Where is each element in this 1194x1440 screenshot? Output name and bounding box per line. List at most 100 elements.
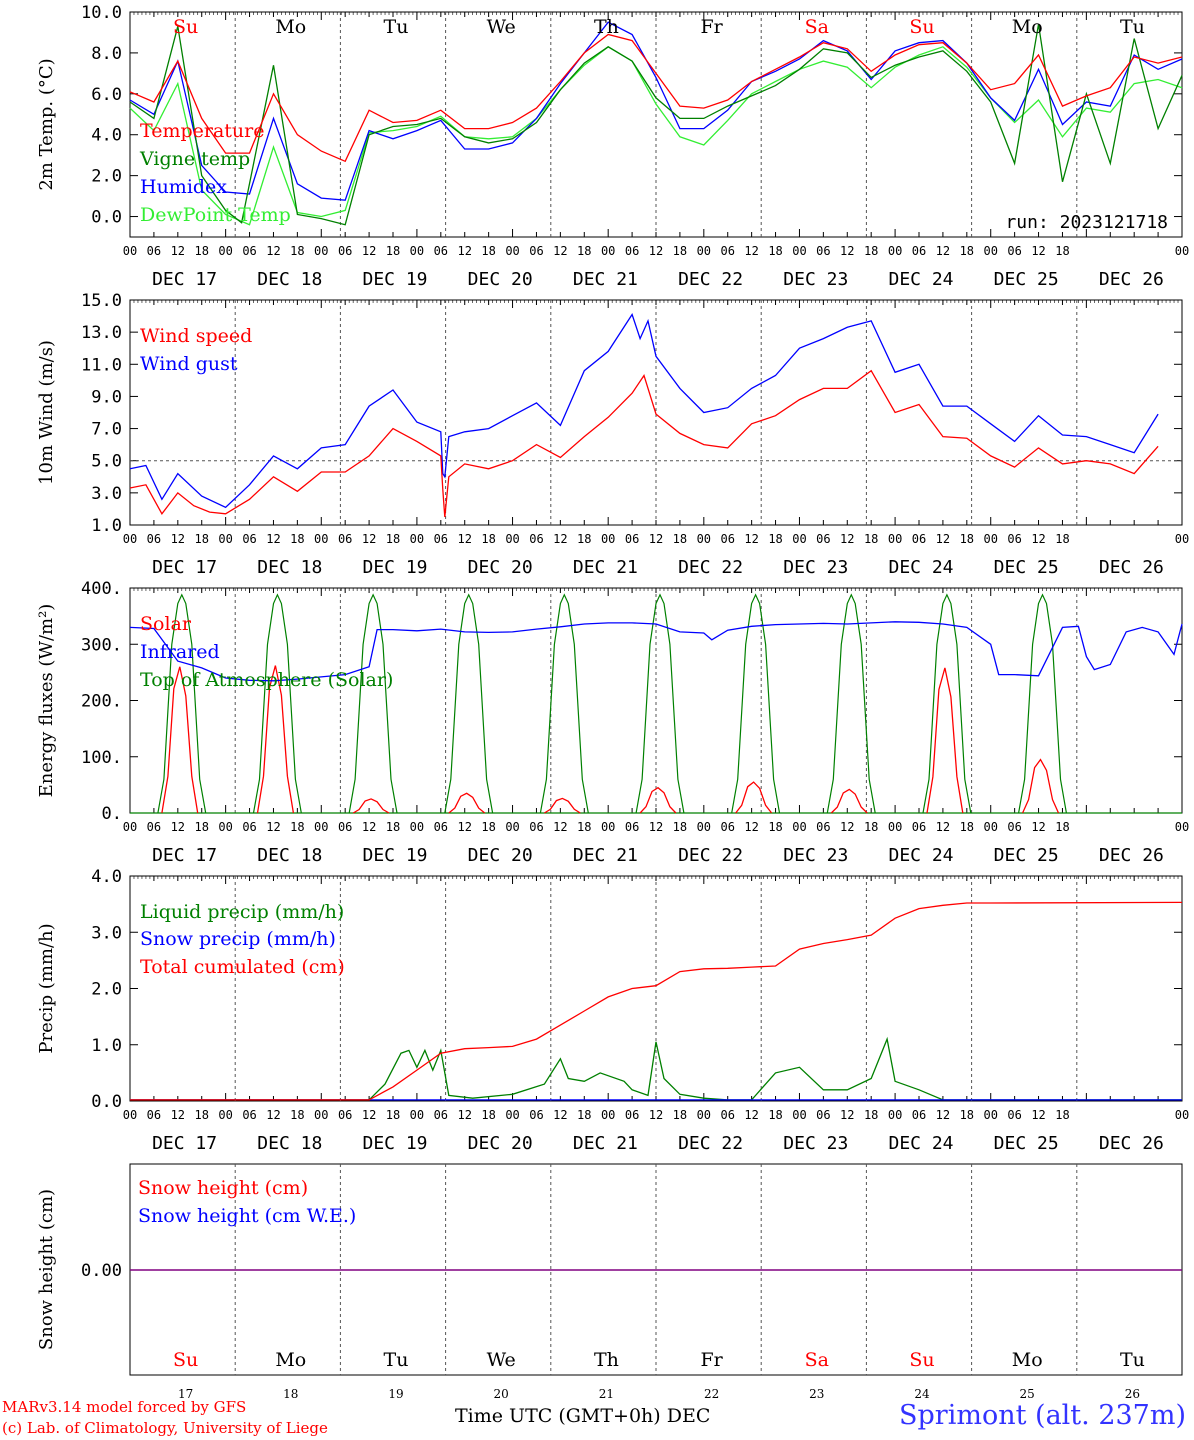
hour-tick-label: 18: [673, 820, 687, 834]
hour-tick-label: 00: [314, 532, 328, 546]
x-axis-title-text: Time UTC (GMT+0h): [455, 1405, 661, 1427]
hour-tick-label: 18: [577, 244, 591, 258]
legend-entry: Humidex: [140, 176, 227, 198]
y-tick-label: 3.0: [91, 484, 122, 504]
hour-tick-label: 00: [601, 820, 615, 834]
bottom-day-number: 18: [283, 1387, 298, 1401]
hour-tick-label: 06: [529, 244, 543, 258]
hour-tick-label: 06: [434, 244, 448, 258]
hour-tick-label: 06: [242, 1108, 256, 1122]
date-label: DEC 19: [362, 269, 427, 290]
hour-tick-label: 00: [218, 820, 232, 834]
hour-tick-label: 12: [1031, 532, 1045, 546]
toa-solar-line: [348, 593, 398, 814]
hour-tick-label: 18: [386, 532, 400, 546]
date-label: DEC 17: [152, 269, 217, 290]
hour-tick-label: 00: [601, 532, 615, 546]
legend-entry: Wind gust: [140, 353, 238, 375]
series-line-wind-gust: [129, 313, 1159, 509]
weekday-label: Mo: [275, 16, 306, 38]
y-tick-label: 4.0: [91, 126, 122, 146]
date-label: DEC 24: [888, 1133, 953, 1154]
hour-tick-label: 12: [553, 820, 567, 834]
y-tick-label: 11.0: [81, 355, 122, 375]
hour-tick-label: 06: [816, 820, 830, 834]
bottom-weekday-label: Fr: [700, 1349, 723, 1371]
date-label: DEC 18: [257, 1133, 322, 1154]
y-tick-label: 100.: [81, 748, 122, 768]
hour-tick-label: 06: [1007, 820, 1021, 834]
hour-tick-label: 00: [792, 532, 806, 546]
hour-tick-label: 12: [171, 820, 185, 834]
hour-tick-label: 00: [1175, 532, 1189, 546]
model-credit: MARv3.14 model forced by GFS: [2, 1398, 247, 1416]
hour-tick-label: 18: [481, 532, 495, 546]
hour-tick-label: 00: [218, 532, 232, 546]
hour-tick-label: 18: [864, 820, 878, 834]
hour-tick-label: 12: [744, 244, 758, 258]
toa-solar-line: [826, 593, 876, 814]
date-label: DEC 19: [362, 1133, 427, 1154]
hour-tick-label: 12: [744, 1108, 758, 1122]
hour-tick-label: 12: [840, 244, 854, 258]
date-label: DEC 19: [362, 557, 427, 578]
hour-tick-label: 06: [434, 532, 448, 546]
hour-tick-label: 06: [147, 244, 161, 258]
hour-tick-label: 12: [936, 820, 950, 834]
toa-solar-line: [1018, 593, 1067, 814]
weekday-label: Sa: [805, 16, 829, 38]
y-tick-label: 2.0: [91, 167, 122, 187]
hour-tick-label: 18: [577, 820, 591, 834]
hour-tick-label: 00: [888, 532, 902, 546]
series-line-humidex: [129, 21, 1183, 201]
hour-tick-label: 06: [721, 244, 735, 258]
date-label: DEC 17: [152, 845, 217, 866]
hour-tick-label: 00: [314, 244, 328, 258]
hour-tick-label: 06: [912, 244, 926, 258]
hour-tick-label: 12: [458, 820, 472, 834]
hour-tick-label: 18: [290, 1108, 304, 1122]
bottom-weekday-label: We: [487, 1349, 516, 1371]
hour-tick-label: 12: [744, 820, 758, 834]
hour-tick-label: 06: [721, 1108, 735, 1122]
hour-tick-label: 18: [577, 532, 591, 546]
bottom-weekday-label: Sa: [805, 1349, 829, 1371]
hour-tick-label: 12: [649, 532, 663, 546]
weekday-label: We: [487, 16, 516, 38]
hour-tick-label: 18: [577, 1108, 591, 1122]
hour-tick-label: 12: [553, 1108, 567, 1122]
hour-tick-label: 12: [744, 532, 758, 546]
hour-tick-label: 06: [625, 244, 639, 258]
date-label: DEC 26: [1099, 557, 1164, 578]
bottom-day-number: 17: [178, 1387, 193, 1401]
bottom-day-number: 21: [599, 1387, 614, 1401]
hour-tick-label: 00: [123, 1108, 137, 1122]
hour-tick-label: 06: [242, 532, 256, 546]
y-tick-label: 15.0: [81, 291, 122, 311]
hour-tick-label: 00: [601, 1108, 615, 1122]
hour-tick-label: 18: [290, 532, 304, 546]
date-label: DEC 19: [362, 845, 427, 866]
date-label: DEC 26: [1099, 269, 1164, 290]
date-label: DEC 20: [468, 269, 533, 290]
solar-line: [256, 665, 295, 814]
hour-tick-label: 12: [266, 820, 280, 834]
hour-tick-label: 18: [1055, 1108, 1069, 1122]
legend-entry: Infrared: [140, 641, 220, 663]
hour-tick-label: 18: [386, 244, 400, 258]
date-label: DEC 20: [468, 557, 533, 578]
hour-tick-label: 12: [936, 532, 950, 546]
weekday-label: Tu: [384, 16, 409, 38]
hour-tick-label: 00: [505, 532, 519, 546]
y-tick-label: 0.0: [91, 208, 122, 228]
hour-tick-label: 18: [960, 532, 974, 546]
bottom-weekday-label: Tu: [384, 1349, 409, 1371]
hour-tick-label: 12: [1031, 1108, 1045, 1122]
hour-tick-label: 00: [888, 244, 902, 258]
hour-tick-label: 18: [673, 1108, 687, 1122]
hour-tick-label: 12: [553, 244, 567, 258]
hour-tick-label: 06: [625, 1108, 639, 1122]
date-label: DEC 22: [678, 845, 743, 866]
hour-tick-label: 00: [697, 1108, 711, 1122]
